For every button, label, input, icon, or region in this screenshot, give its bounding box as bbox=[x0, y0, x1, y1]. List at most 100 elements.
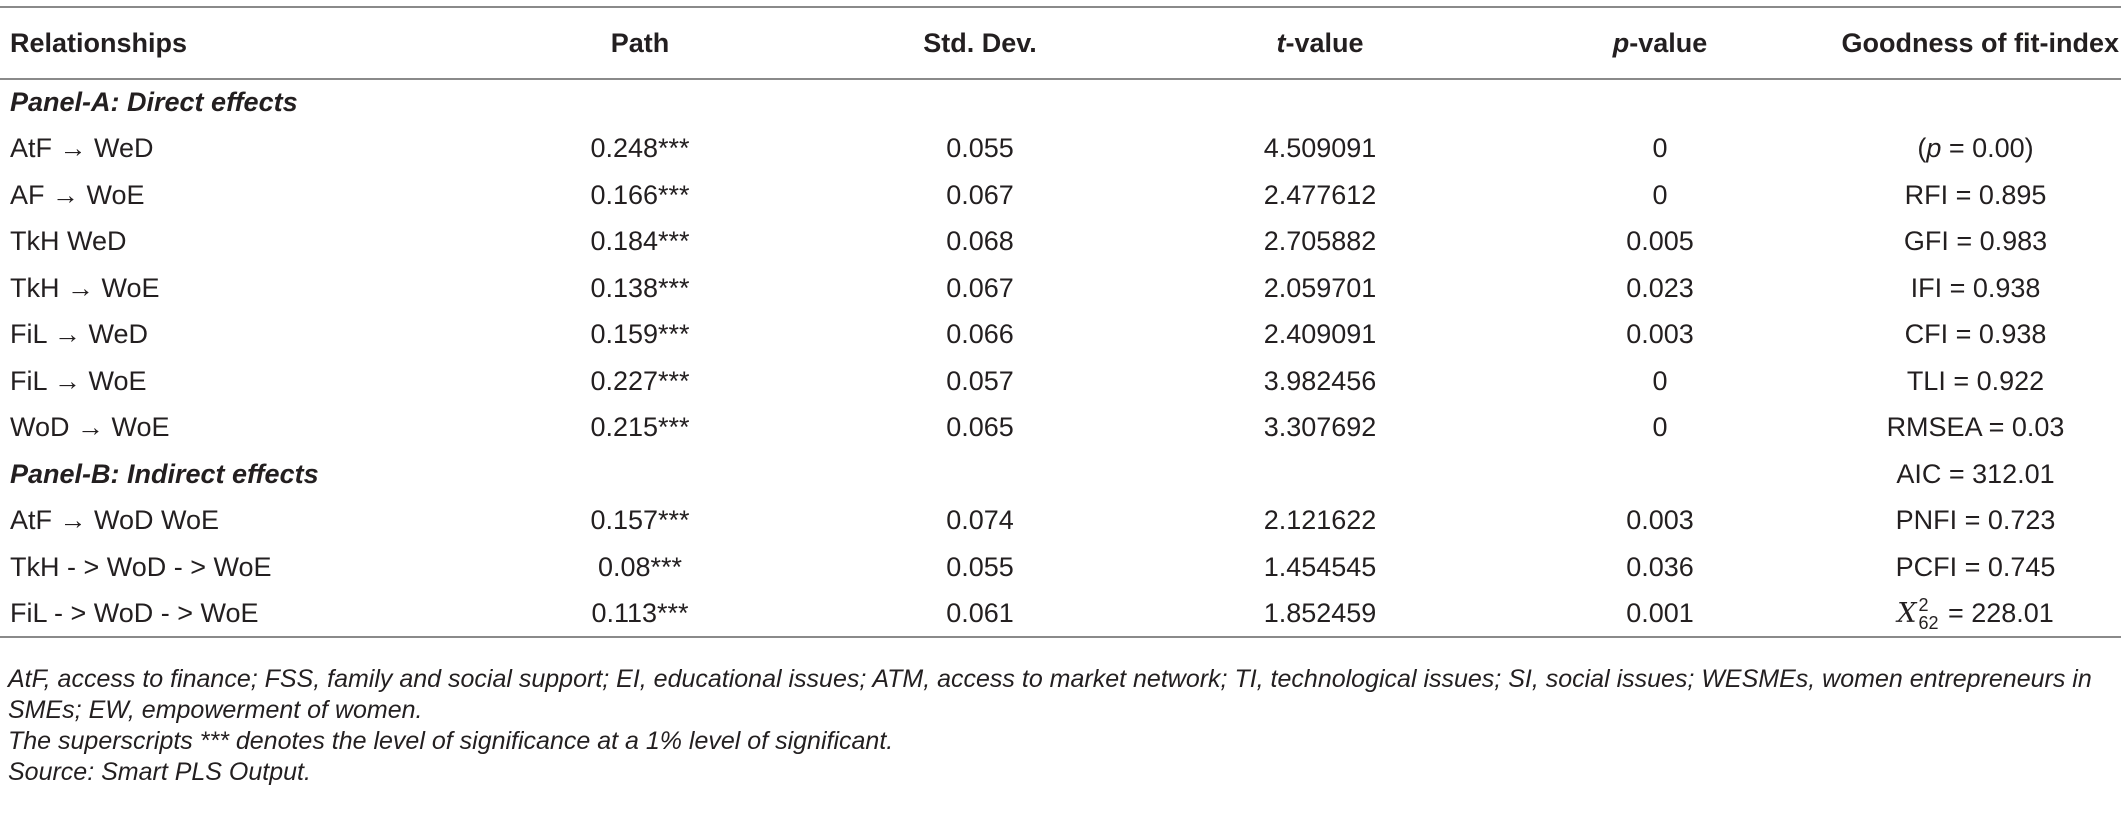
panel-b-title: Panel-B: Indirect effects bbox=[10, 458, 319, 489]
path-cell: 0.157*** bbox=[590, 505, 690, 536]
panel-row: Panel-B: Indirect effects AIC = 312.01 bbox=[0, 451, 2121, 498]
table-row: TkH - > WoD - > WoE 0.08*** 0.055 1.4545… bbox=[0, 544, 2121, 591]
path-cell: 0.08*** bbox=[597, 551, 683, 582]
gof-cell-pcfi: PCFI = 0.745 bbox=[1895, 551, 2056, 582]
header-goodness-of-fit: Goodness of fit-index bbox=[1841, 27, 2119, 58]
relationship-cell: FiL - > WoD - > WoE bbox=[10, 597, 259, 628]
relationship-cell: TkH - > WoD - > WoE bbox=[10, 551, 272, 582]
p-value-cell: 0.003 bbox=[1626, 505, 1694, 536]
header-p-suffix: -value bbox=[1629, 27, 1708, 58]
gof-cell-pnfi: PNFI = 0.723 bbox=[1895, 505, 2056, 536]
header-std-dev: Std. Dev. bbox=[923, 27, 1037, 58]
t-value-cell: 3.982456 bbox=[1263, 365, 1377, 396]
header-t-suffix: -value bbox=[1285, 27, 1364, 58]
p-value-cell: 0.003 bbox=[1626, 319, 1694, 350]
relationship-cell: AtF → WeD bbox=[10, 133, 154, 164]
t-value-cell: 2.121622 bbox=[1263, 505, 1377, 536]
t-value-cell: 2.477612 bbox=[1263, 179, 1377, 210]
p-value-cell: 0.005 bbox=[1626, 226, 1694, 257]
t-value-cell: 1.852459 bbox=[1263, 597, 1377, 628]
p-value-cell: 0.036 bbox=[1626, 551, 1694, 582]
gof-p-open: ( bbox=[1917, 133, 1927, 164]
path-cell: 0.184*** bbox=[590, 226, 690, 257]
relationship-cell: TkH WeD bbox=[10, 226, 127, 257]
path-cell: 0.227*** bbox=[590, 365, 690, 396]
gof-cell-chi-square: X 2 62 = 228.01 bbox=[1830, 591, 2121, 638]
p-value-cell: 0.001 bbox=[1626, 597, 1694, 628]
table-row: WoD → WoE 0.215*** 0.065 3.307692 0 RMSE… bbox=[0, 405, 2121, 452]
superscripts-note: The superscripts *** denotes the level o… bbox=[8, 727, 894, 755]
std-dev-cell: 0.055 bbox=[946, 551, 1014, 582]
chi-rest: = 228.01 bbox=[1940, 597, 2054, 628]
header-relationships: Relationships bbox=[10, 27, 188, 58]
path-cell: 0.159*** bbox=[590, 319, 690, 350]
gof-p-rest: = 0.00) bbox=[1941, 133, 2034, 164]
gof-cell-p: (p = 0.00) bbox=[1830, 126, 2121, 173]
table-row: FiL - > WoD - > WoE 0.113*** 0.061 1.852… bbox=[0, 591, 2121, 638]
relationship-cell: FiL → WeD bbox=[10, 319, 149, 350]
chi-subscript: 62 bbox=[1918, 612, 1939, 633]
path-cell: 0.138*** bbox=[590, 272, 690, 303]
table-row: AtF → WoD WoE 0.157*** 0.074 2.121622 0.… bbox=[0, 498, 2121, 545]
source-note: Source: Smart PLS Output. bbox=[8, 758, 311, 786]
p-value-cell: 0.023 bbox=[1626, 272, 1694, 303]
gof-cell-gfi: GFI = 0.983 bbox=[1903, 226, 2048, 257]
table-row: AF → WoE 0.166*** 0.067 2.477612 0 RFI =… bbox=[0, 172, 2121, 219]
p-value-cell: 0 bbox=[1652, 179, 1668, 210]
panel-a-title: Panel-A: Direct effects bbox=[10, 87, 298, 118]
table-row: FiL → WeD 0.159*** 0.066 2.409091 0.003 … bbox=[0, 312, 2121, 359]
header-t-variable: t bbox=[1276, 27, 1286, 58]
relationship-cell: AF → WoE bbox=[10, 179, 145, 210]
gof-p-variable: p bbox=[1926, 133, 1942, 164]
std-dev-cell: 0.066 bbox=[946, 319, 1014, 350]
path-cell: 0.215*** bbox=[590, 412, 690, 443]
relationship-cell: AtF → WoD WoE bbox=[10, 505, 220, 536]
t-value-cell: 2.059701 bbox=[1263, 272, 1377, 303]
std-dev-cell: 0.065 bbox=[946, 412, 1014, 443]
panel-row: Panel-A: Direct effects bbox=[0, 79, 2121, 126]
path-cell: 0.248*** bbox=[590, 133, 690, 164]
t-value-cell: 3.307692 bbox=[1263, 412, 1377, 443]
p-value-cell: 0 bbox=[1652, 365, 1668, 396]
std-dev-cell: 0.055 bbox=[946, 133, 1014, 164]
std-dev-cell: 0.057 bbox=[946, 365, 1014, 396]
header-t-value: t-value bbox=[1150, 7, 1490, 79]
path-cell: 0.166*** bbox=[590, 179, 690, 210]
std-dev-cell: 0.068 bbox=[946, 226, 1014, 257]
table-row: TkH → WoE 0.138*** 0.067 2.059701 0.023 … bbox=[0, 265, 2121, 312]
t-value-cell: 2.409091 bbox=[1263, 319, 1377, 350]
chi-symbol: X bbox=[1897, 597, 1917, 629]
gof-cell-aic: AIC = 312.01 bbox=[1896, 458, 2055, 489]
std-dev-cell: 0.067 bbox=[946, 179, 1014, 210]
std-dev-cell: 0.061 bbox=[946, 597, 1014, 628]
table-notes: AtF, access to finance; FSS, family and … bbox=[8, 664, 2113, 788]
table-row: FiL → WoE 0.227*** 0.057 3.982456 0 TLI … bbox=[0, 358, 2121, 405]
relationship-cell: FiL → WoE bbox=[10, 365, 147, 396]
table-row: TkH WeD 0.184*** 0.068 2.705882 0.005 GF… bbox=[0, 219, 2121, 266]
header-path: Path bbox=[610, 27, 670, 58]
p-value-cell: 0 bbox=[1652, 412, 1668, 443]
header-p-variable: p bbox=[1612, 27, 1630, 58]
header-p-value: p-value bbox=[1490, 7, 1830, 79]
chi-superscript: 2 bbox=[1918, 594, 1929, 615]
table-row: AtF → WeD 0.248*** 0.055 4.509091 0 (p =… bbox=[0, 126, 2121, 173]
p-value-cell: 0 bbox=[1652, 133, 1668, 164]
std-dev-cell: 0.074 bbox=[946, 505, 1014, 536]
t-value-cell: 1.454545 bbox=[1263, 551, 1377, 582]
relationship-cell: WoD → WoE bbox=[10, 412, 170, 443]
gof-cell-cfi: CFI = 0.938 bbox=[1904, 319, 2047, 350]
std-dev-cell: 0.067 bbox=[946, 272, 1014, 303]
abbreviations-note: AtF, access to finance; FSS, family and … bbox=[8, 665, 2092, 724]
gof-cell-tli: TLI = 0.922 bbox=[1906, 365, 2045, 396]
gof-cell-ifi: IFI = 0.938 bbox=[1910, 272, 2041, 303]
relationship-cell: TkH → WoE bbox=[10, 272, 160, 303]
path-cell: 0.113*** bbox=[591, 597, 689, 628]
t-value-cell: 2.705882 bbox=[1263, 226, 1377, 257]
gof-cell-rmsea: RMSEA = 0.03 bbox=[1886, 412, 2065, 443]
t-value-cell: 4.509091 bbox=[1263, 133, 1377, 164]
results-table: Relationships Path Std. Dev. t-value p-v… bbox=[0, 6, 2121, 638]
header-row: Relationships Path Std. Dev. t-value p-v… bbox=[0, 7, 2121, 79]
chi-scripts: 2 62 bbox=[1916, 595, 1940, 633]
gof-cell-rfi: RFI = 0.895 bbox=[1904, 179, 2047, 210]
